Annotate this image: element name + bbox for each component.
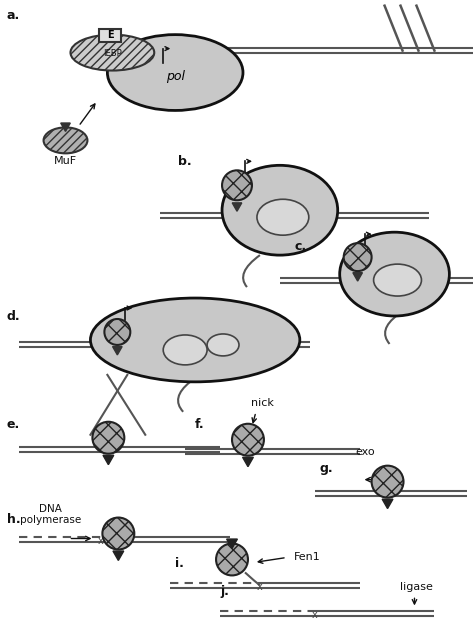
Text: ligase: ligase xyxy=(400,582,432,593)
Polygon shape xyxy=(103,455,114,465)
Text: IEBP: IEBP xyxy=(103,49,122,58)
Polygon shape xyxy=(112,347,122,355)
Text: pol: pol xyxy=(166,70,185,83)
Text: j.: j. xyxy=(220,586,229,598)
Polygon shape xyxy=(227,539,237,548)
Ellipse shape xyxy=(71,35,154,70)
Text: Fen1: Fen1 xyxy=(294,552,320,562)
Text: g.: g. xyxy=(320,462,333,475)
Ellipse shape xyxy=(102,518,134,550)
Ellipse shape xyxy=(207,334,239,356)
Ellipse shape xyxy=(108,35,243,111)
Text: e.: e. xyxy=(7,418,20,431)
Text: a.: a. xyxy=(7,9,20,21)
Ellipse shape xyxy=(104,319,130,345)
Bar xyxy=(100,29,121,42)
Text: x: x xyxy=(312,610,318,620)
Polygon shape xyxy=(113,551,124,560)
Polygon shape xyxy=(353,273,363,281)
Ellipse shape xyxy=(232,424,264,455)
Text: DNA
polymerase: DNA polymerase xyxy=(20,504,81,525)
Text: b.: b. xyxy=(178,155,192,169)
Ellipse shape xyxy=(344,243,372,271)
Ellipse shape xyxy=(44,128,87,153)
Text: f.: f. xyxy=(195,418,205,431)
Polygon shape xyxy=(232,203,242,211)
Text: exo: exo xyxy=(356,447,375,457)
Ellipse shape xyxy=(216,543,248,576)
Ellipse shape xyxy=(92,422,124,454)
Ellipse shape xyxy=(163,335,207,365)
Ellipse shape xyxy=(372,465,403,498)
Polygon shape xyxy=(382,499,393,509)
Text: h.: h. xyxy=(7,513,20,526)
Text: c.: c. xyxy=(295,240,307,253)
Text: d.: d. xyxy=(7,310,20,323)
Ellipse shape xyxy=(222,165,337,255)
Text: E: E xyxy=(107,30,114,40)
Polygon shape xyxy=(61,123,70,131)
Text: MuF: MuF xyxy=(54,157,77,166)
Text: x: x xyxy=(98,537,103,547)
Text: i.: i. xyxy=(175,557,184,571)
Ellipse shape xyxy=(374,264,421,296)
Text: x: x xyxy=(257,582,263,593)
Ellipse shape xyxy=(257,199,309,235)
Ellipse shape xyxy=(91,298,300,382)
Text: nick: nick xyxy=(252,398,274,408)
Ellipse shape xyxy=(340,232,449,316)
Ellipse shape xyxy=(222,170,252,200)
Polygon shape xyxy=(243,457,253,467)
